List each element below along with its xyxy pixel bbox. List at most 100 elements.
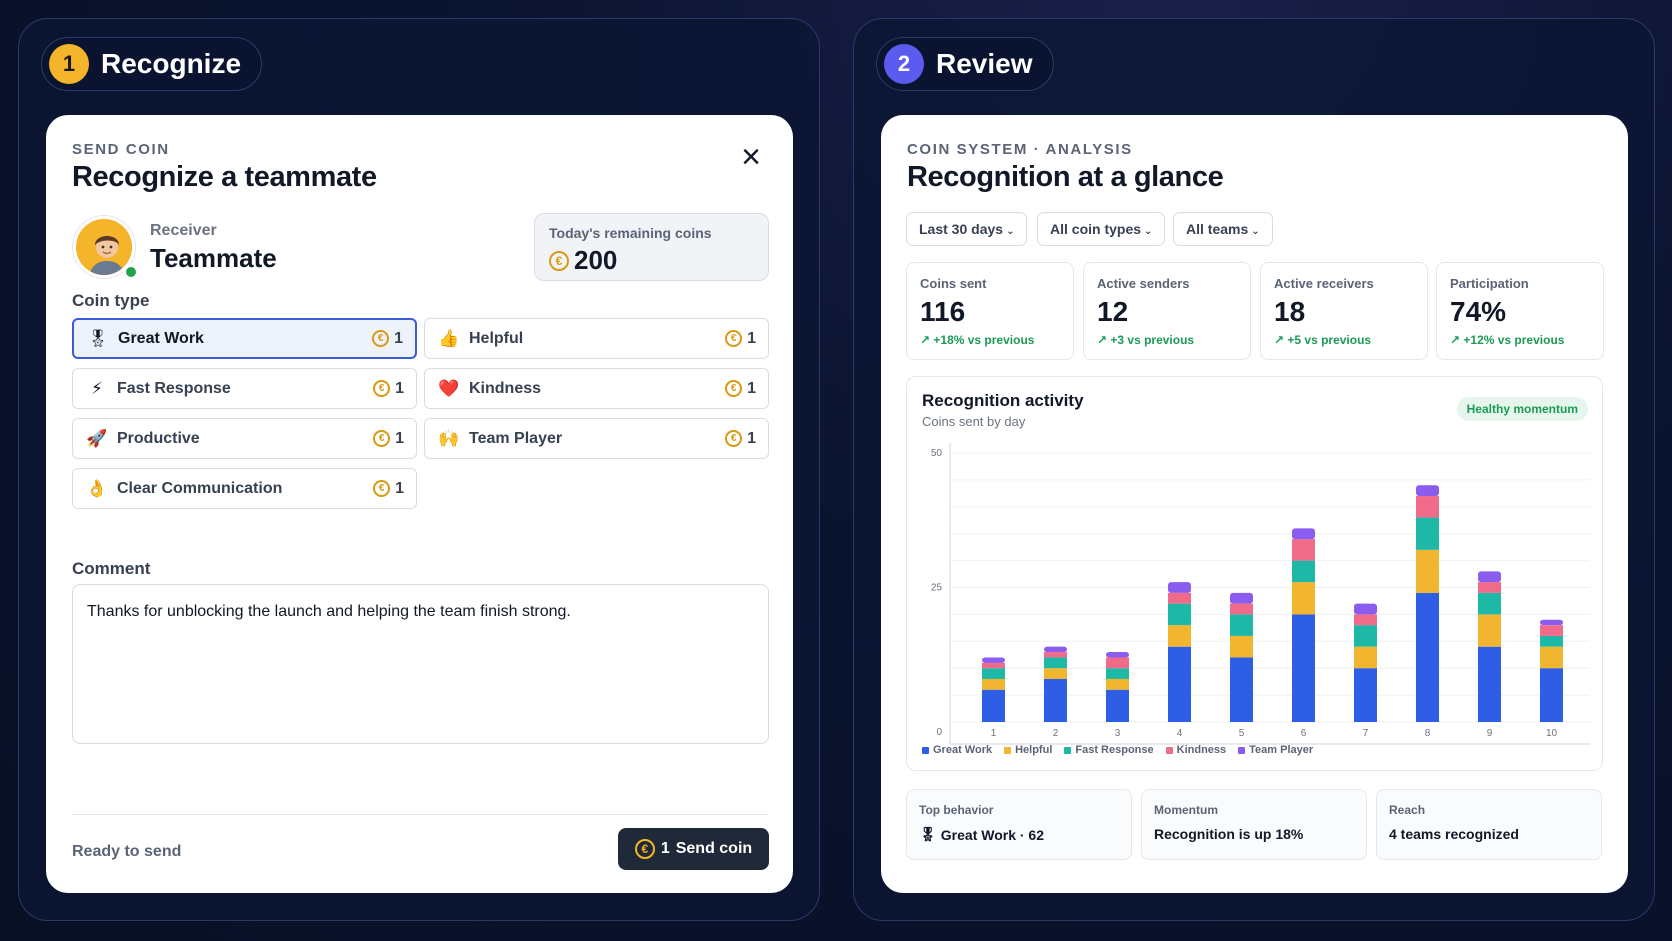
- cost-value: 1: [395, 429, 404, 447]
- coin-type-label: Team Player: [469, 429, 563, 447]
- step-number: 2: [884, 44, 924, 84]
- bar-segment-fast-response: [1354, 625, 1377, 647]
- bar-segment-fast-response: [1292, 560, 1315, 583]
- coin-icon: €: [373, 430, 391, 447]
- coin-type-team-player[interactable]: 🙌 Team Player €1: [424, 418, 769, 459]
- bar-segment-fast-response: [1044, 657, 1067, 669]
- coin-icon: €: [725, 380, 743, 397]
- coin-type-kindness[interactable]: ❤️ Kindness €1: [424, 368, 769, 409]
- coin-type-label: Helpful: [469, 329, 524, 347]
- divider: [72, 814, 769, 815]
- bar-segment-fast-response: [1416, 517, 1439, 550]
- bar-segment-fast-response: [982, 668, 1005, 679]
- x-tick-label: 1: [991, 728, 997, 739]
- chevron-down-icon: ⌄: [1251, 225, 1260, 237]
- stat-value: 12: [1097, 296, 1129, 327]
- legend-label: Team Player: [1249, 744, 1314, 756]
- legend-item: Team Player: [1238, 744, 1313, 756]
- stat-delta: ↗ +3 vs previous: [1097, 333, 1195, 347]
- bar-segment-team-player: [1478, 571, 1501, 583]
- coin-type-helpful[interactable]: 👍 Helpful €1: [424, 318, 769, 359]
- bar-segment-helpful: [1106, 678, 1129, 690]
- bar-segment-great-work: [1416, 592, 1439, 722]
- bar-segment-team-player: [1354, 603, 1377, 615]
- avatar: [73, 216, 135, 278]
- coin-type-cost: €1: [373, 380, 404, 398]
- send-coin-button[interactable]: € 1 Send coin: [618, 828, 769, 870]
- info-label: Top behavior: [919, 803, 994, 817]
- x-tick-label: 4: [1177, 728, 1183, 739]
- legend-item: Great Work: [922, 744, 992, 756]
- x-tick-label: 6: [1301, 728, 1307, 739]
- chevron-down-icon: ⌄: [1144, 225, 1153, 237]
- coin-type-icon: 🚀: [86, 428, 108, 448]
- bar-segment-fast-response: [1540, 635, 1563, 647]
- coin-icon: €: [373, 380, 391, 397]
- review-panel: 2 Review COIN SYSTEM · ANALYSIS Recognit…: [853, 18, 1655, 921]
- bar-segment-team-player: [982, 657, 1005, 663]
- online-status-dot: [123, 264, 139, 280]
- send-label: Send coin: [675, 840, 753, 857]
- bar-segment-team-player: [1044, 646, 1067, 653]
- filter-date-range[interactable]: Last 30 days ⌄: [906, 212, 1028, 246]
- send-count: 1: [660, 840, 670, 857]
- bar-segment-team-player: [1416, 485, 1439, 497]
- medal-icon: 🎖: [919, 826, 937, 842]
- filter-coin-types[interactable]: All coin types ⌄: [1037, 212, 1166, 246]
- coin-type-great-work[interactable]: 🎖 Great Work €1: [72, 318, 417, 359]
- coin-type-icon: ⚡: [91, 378, 103, 398]
- bar-segment-kindness: [1354, 614, 1377, 626]
- bar-segment-great-work: [1044, 678, 1067, 722]
- y-tick-label: 25: [931, 583, 943, 594]
- info-label: Momentum: [1154, 803, 1218, 817]
- bar-segment-helpful: [1540, 646, 1563, 669]
- bar-segment-kindness: [1230, 603, 1253, 615]
- chart-legend: Great Work Helpful Fast Response Kindness Te…: [922, 744, 1313, 756]
- x-tick-label: 9: [1487, 728, 1493, 739]
- analysis-title: Recognition at a glance: [907, 161, 1224, 193]
- chart-subtitle: Coins sent by day: [922, 414, 1026, 429]
- coin-type-label: Great Work: [118, 329, 204, 347]
- bar-segment-great-work: [1292, 614, 1315, 722]
- comment-field[interactable]: Thanks for unblocking the launch and hel…: [72, 584, 769, 744]
- legend-swatch: [1238, 746, 1246, 754]
- bar-segment-fast-response: [1106, 668, 1129, 679]
- stat-participation: Participation 74% ↗ +12% vs previous: [1436, 262, 1604, 360]
- coin-type-clear-communication[interactable]: 👌 Clear Communication €1: [72, 468, 417, 509]
- coin-type-productive[interactable]: 🚀 Productive €1: [72, 418, 417, 459]
- coin-icon: €: [725, 430, 743, 447]
- coin-type-cost: €1: [373, 480, 404, 498]
- bar-segment-team-player: [1292, 528, 1315, 540]
- filter-teams[interactable]: All teams ⌄: [1173, 212, 1273, 246]
- x-tick-label: 8: [1425, 728, 1431, 739]
- stat-delta: ↗ +12% vs previous: [1450, 333, 1565, 347]
- bar-segment-helpful: [1230, 635, 1253, 658]
- remaining-coins-label: Today's remaining coins: [549, 225, 712, 241]
- remaining-coins-box: Today's remaining coins € 200: [534, 213, 769, 281]
- y-tick-label: 50: [931, 448, 943, 459]
- info-value: Recognition is up 18%: [1154, 826, 1304, 842]
- filter-label: All teams: [1186, 221, 1249, 237]
- bar-segment-team-player: [1168, 582, 1191, 593]
- coin-icon: €: [549, 250, 569, 271]
- coin-icon: €: [725, 330, 743, 347]
- info-momentum: Momentum Recognition is up 18%: [1141, 789, 1367, 860]
- filter-label: All coin types: [1050, 221, 1142, 237]
- close-icon[interactable]: ×: [741, 138, 761, 176]
- bar-segment-great-work: [1230, 657, 1253, 722]
- chart-title: Recognition activity: [922, 391, 1084, 410]
- bar-segment-helpful: [1416, 549, 1439, 593]
- bar-segment-great-work: [1478, 646, 1501, 722]
- stat-label: Active senders: [1097, 276, 1190, 291]
- step-number: 1: [49, 44, 89, 84]
- legend-swatch: [1064, 746, 1072, 754]
- recognition-activity-chart: Recognition activity Coins sent by day H…: [906, 376, 1603, 771]
- status-text: Ready to send: [72, 843, 182, 860]
- coin-type-fast-response[interactable]: ⚡ Fast Response €1: [72, 368, 417, 409]
- bar-segment-helpful: [1044, 668, 1067, 679]
- stat-value: 74%: [1450, 296, 1507, 327]
- step-label: Recognize: [101, 48, 242, 79]
- bar-segment-team-player: [1106, 652, 1129, 658]
- legend-item: Helpful: [1004, 744, 1052, 756]
- remaining-coins-value: € 200: [549, 245, 617, 276]
